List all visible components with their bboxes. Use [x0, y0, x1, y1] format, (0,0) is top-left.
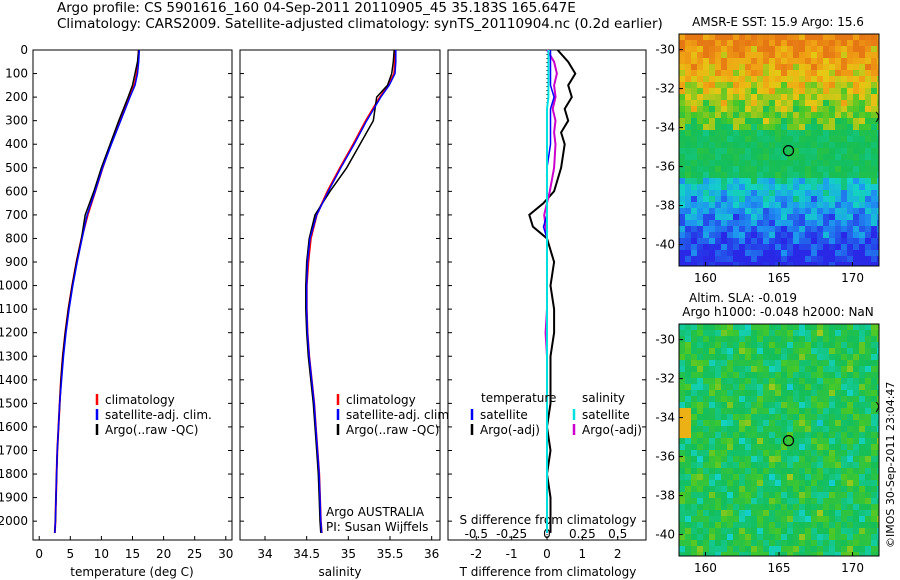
sla-map-lat-tick-label: -38	[655, 489, 675, 503]
climatology-title: Climatology: CARS2009. Satellite-adjuste…	[57, 16, 663, 32]
depth-tick-label: 1600	[0, 420, 28, 434]
tdiff-legend-label: Argo(-adj)	[480, 423, 540, 437]
sla-map-lat-tick-label: -32	[655, 372, 675, 386]
sst-map-title: AMSR-E SST: 15.9 Argo: 15.6	[692, 15, 864, 29]
sdiff-tick-label: 0.5	[608, 527, 627, 541]
sst-map-lat-tick-label: -30	[655, 43, 675, 57]
depth-tick-label: 900	[5, 255, 28, 269]
temperature-legend-label: Argo(..raw -QC)	[105, 423, 198, 437]
sdiff-tick-label: -0.5	[465, 527, 488, 541]
sst-map-coastline	[875, 111, 879, 123]
temperature-frame	[32, 49, 233, 541]
salinity-tick-label: 35.5	[377, 547, 404, 561]
depth-tick-label: 0	[20, 43, 28, 57]
depth-tick-label: 1800	[0, 467, 28, 481]
sla-map-argo-marker	[782, 435, 795, 447]
depth-tick-label: 2000	[0, 514, 28, 528]
depth-tick-label: 1900	[0, 491, 28, 505]
satellite-line	[54, 49, 141, 533]
imos-timestamp: ©IMOS 30-Sep-2011 23:04:47	[884, 381, 897, 548]
sla-map-subtitle: Argo h1000: -0.048 h2000: NaN	[682, 305, 874, 319]
sst-map-lon-tick-label: 170	[841, 271, 864, 285]
sdiff-legend-label: satellite	[582, 408, 630, 422]
sst-map-argo-marker	[782, 145, 795, 157]
temperature-tick-label: 15	[125, 547, 140, 561]
temperature-tick-label: 0	[35, 547, 43, 561]
temperature-tick-label: 30	[218, 547, 233, 561]
depth-tick-label: 300	[5, 114, 28, 128]
temperature-legend-label: climatology	[105, 393, 175, 407]
sdiff-legend-label: Argo(-adj)	[582, 423, 642, 437]
salinity-axis-label: salinity	[318, 565, 361, 579]
salinity-legend-header: salinity	[582, 391, 625, 405]
depth-tick-label: 1500	[0, 396, 28, 410]
tdiff-tick-label: -1	[506, 547, 518, 561]
tdiff-axis-label: T difference from climatology	[459, 565, 637, 579]
tdiff-tick-label: 0	[543, 547, 551, 561]
salinity-tick-label: 36	[424, 547, 439, 561]
sla-map-coastline	[875, 401, 879, 413]
depth-tick-label: 1200	[0, 326, 28, 340]
salinity-tick-label: 35	[341, 547, 356, 561]
depth-tick-label: 1000	[0, 279, 28, 293]
depth-tick-label: 800	[5, 231, 28, 245]
depth-tick-label: 400	[5, 137, 28, 151]
depth-tick-label: 1100	[0, 302, 28, 316]
t-argo-diff-line	[528, 49, 577, 533]
sla-map-lat-tick-label: -30	[655, 333, 675, 347]
temperature-tick-label: 25	[187, 547, 202, 561]
salinity-legend-label: satellite-adj. clim.	[346, 408, 453, 422]
temperature-axis-label: temperature (deg C)	[70, 565, 193, 579]
satellite-line	[305, 50, 397, 533]
salinity-tick-label: 34	[257, 547, 272, 561]
tdiff-legend-label: satellite	[480, 408, 528, 422]
s-satellite-diff-line	[546, 50, 550, 533]
depth-tick-label: 1300	[0, 349, 28, 363]
sla-map-lon-tick-label: 165	[768, 561, 791, 575]
tdiff-tick-label: 1	[579, 547, 587, 561]
depth-tick-label: 1400	[0, 373, 28, 387]
sla-map-lat-tick-label: -40	[655, 528, 675, 542]
sst-map-lat-tick-label: -36	[655, 160, 675, 174]
tdiff-tick-label: 2	[614, 547, 622, 561]
temperature-tick-label: 5	[66, 547, 74, 561]
sla-map-lat-tick-label: -36	[655, 450, 675, 464]
sla-map-title: Altim. SLA: -0.019	[689, 291, 797, 305]
sst-map-lon-tick-label: 165	[768, 271, 791, 285]
depth-tick-label: 1700	[0, 443, 28, 457]
sst-map-lat-tick-label: -40	[655, 238, 675, 252]
depth-tick-label: 200	[5, 90, 28, 104]
temperature-tick-label: 10	[94, 547, 109, 561]
sdiff-tick-label: 0	[543, 527, 551, 541]
sla-map-lon-tick-label: 160	[694, 561, 717, 575]
temperature-tick-label: 20	[156, 547, 171, 561]
argo-line	[305, 49, 395, 533]
depth-tick-label: 100	[5, 67, 28, 81]
depth-tick-label: 700	[5, 208, 28, 222]
sst-map-heatmap	[679, 34, 879, 266]
sla-map-lon-tick-label: 170	[841, 561, 864, 575]
sla-map-lat-tick-label: -34	[655, 411, 675, 425]
depth-tick-label: 600	[5, 184, 28, 198]
salinity-frame	[239, 49, 441, 541]
pi-label: PI: Susan Wijffels	[326, 520, 428, 534]
sst-map-lat-tick-label: -38	[655, 199, 675, 213]
profile-title: Argo profile: CS 5901616_160 04-Sep-2011…	[57, 0, 576, 16]
sla-map-heatmap	[679, 324, 879, 556]
salinity-legend-label: climatology	[346, 393, 416, 407]
argo-australia-label: Argo AUSTRALIA	[326, 505, 425, 519]
salinity-tick-label: 34.5	[293, 547, 320, 561]
depth-tick-label: 500	[5, 161, 28, 175]
sst-map-lat-tick-label: -32	[655, 82, 675, 96]
sst-map-lat-tick-label: -34	[655, 121, 675, 135]
tdiff-tick-label: -2	[470, 547, 482, 561]
salinity-legend-label: Argo(..raw -QC)	[346, 423, 439, 437]
temperature-legend-label: satellite-adj. clim.	[105, 408, 212, 422]
sdiff-tick-label: 0.25	[569, 527, 596, 541]
sdiff-tick-label: -0.25	[496, 527, 527, 541]
temperature-legend-header: temperature	[481, 391, 556, 405]
sst-map-lon-tick-label: 160	[694, 271, 717, 285]
